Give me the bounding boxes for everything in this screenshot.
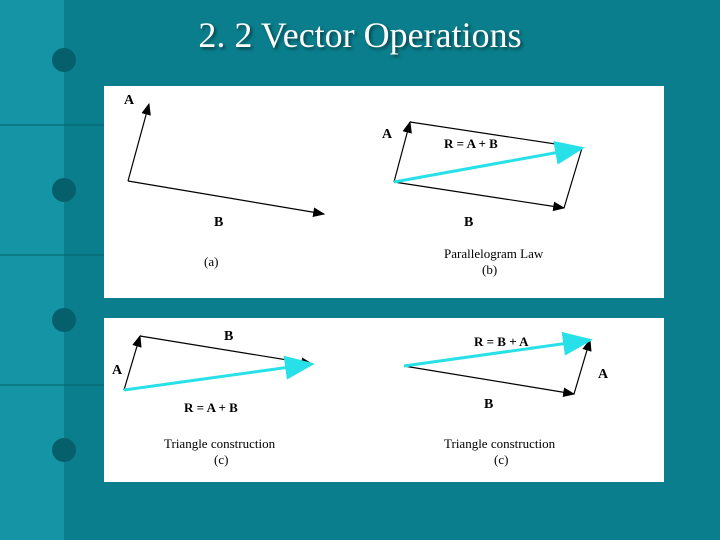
tri1-label-b: B xyxy=(224,329,233,344)
page-title: 2. 2 Vector Operations xyxy=(0,14,720,56)
para-r xyxy=(394,148,582,182)
para-b-bottom xyxy=(394,182,564,208)
para-caption2: (b) xyxy=(482,262,497,277)
panel-bottom: A B R = A + B Triangle construction (c) … xyxy=(104,318,664,482)
para-label-r: R = A + B xyxy=(444,136,498,151)
label-a: A xyxy=(124,93,135,108)
tri2-label-r: R = B + A xyxy=(474,334,529,349)
tri1-caption: Triangle construction xyxy=(164,436,276,451)
vec-b-left xyxy=(128,181,324,214)
tri2-label-b: B xyxy=(484,397,493,412)
para-a-right xyxy=(564,148,582,208)
tri2-caption2: (c) xyxy=(494,452,508,467)
tri1-label-a: A xyxy=(112,363,123,378)
label-b: B xyxy=(214,215,223,230)
vec-a-left xyxy=(128,104,149,181)
tri2-label-a: A xyxy=(598,367,609,382)
para-caption: Parallelogram Law xyxy=(444,246,544,261)
tri2-a xyxy=(574,340,590,394)
para-a-left xyxy=(394,122,410,182)
tri1-caption2: (c) xyxy=(214,452,228,467)
tri1-r xyxy=(124,364,312,390)
tri1-a xyxy=(124,336,140,390)
tri2-b xyxy=(404,366,574,394)
para-label-b: B xyxy=(464,215,473,230)
tri2-caption: Triangle construction xyxy=(444,436,556,451)
caption-a: (a) xyxy=(204,254,218,269)
panel-top: A B (a) A B R = A + B Parallelogram Law … xyxy=(104,86,664,298)
para-label-a: A xyxy=(382,127,393,142)
tri1-label-r: R = A + B xyxy=(184,400,238,415)
